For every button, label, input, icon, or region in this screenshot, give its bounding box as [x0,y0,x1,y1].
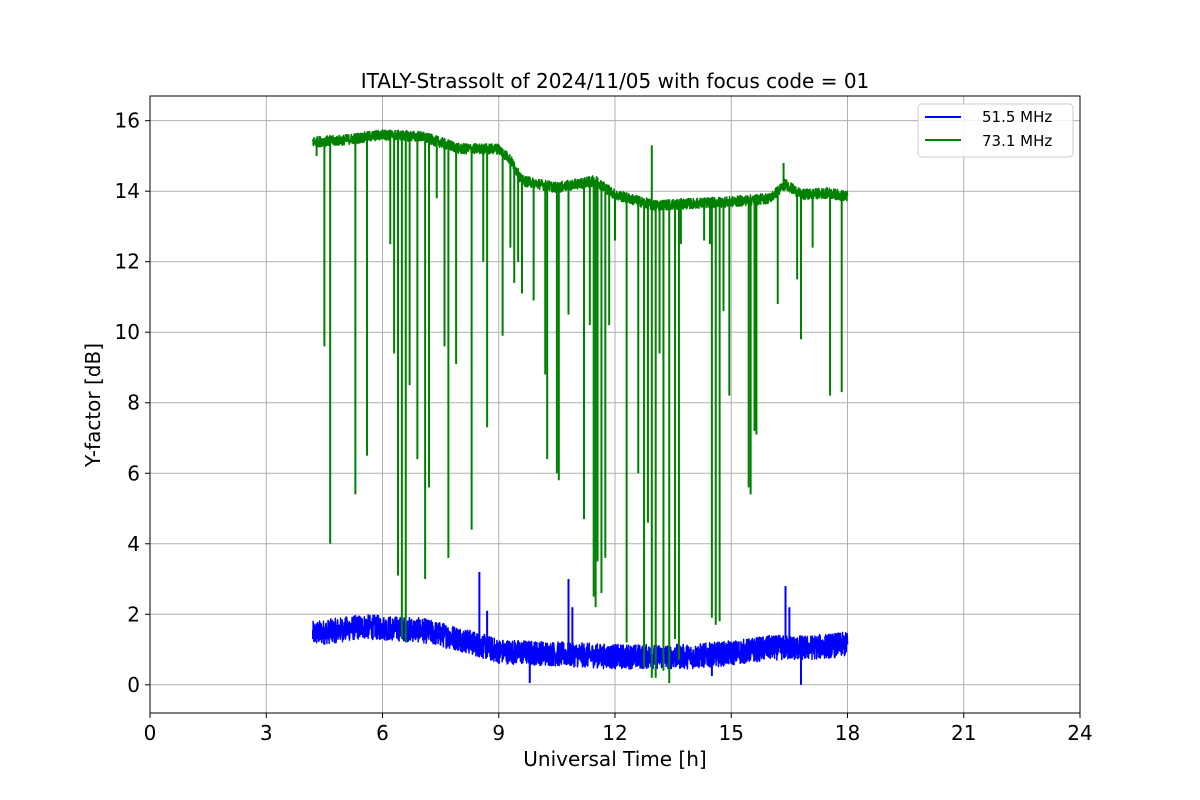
y-tick-label: 8 [127,391,140,415]
x-tick-label: 18 [835,721,860,745]
x-tick-label: 0 [144,721,157,745]
y-tick-label: 0 [127,673,140,697]
y-tick-label: 16 [115,109,140,133]
legend-label-51-5mhz: 51.5 MHz [982,108,1052,126]
series-trace [312,129,849,211]
y-tick-label: 6 [127,461,140,485]
y-axis-label: Y-factor [dB] [81,343,105,468]
y-tick-label: 2 [127,602,140,626]
x-tick-label: 12 [602,721,627,745]
x-tick-label: 6 [376,721,389,745]
x-tick-label: 24 [1067,721,1092,745]
series-group [312,129,849,685]
y-tick-label: 10 [115,320,140,344]
y-tick-label: 4 [127,532,140,556]
x-axis-label: Universal Time [h] [523,747,706,771]
x-tick-label: 9 [492,721,505,745]
x-tick-label: 21 [951,721,976,745]
y-tick-label: 12 [115,250,140,274]
x-tick-label: 15 [719,721,744,745]
chart-title: ITALY-Strassolt of 2024/11/05 with focus… [361,69,870,93]
series-73-1-mhz [312,129,849,684]
series-trace [312,614,849,670]
legend-label-73-1mhz: 73.1 MHz [982,132,1052,150]
series-51-5-mhz [312,571,849,685]
legend: 51.5 MHz 73.1 MHz [917,103,1074,158]
y-tick-label: 14 [115,179,140,203]
x-tick-label: 3 [260,721,273,745]
grid [149,96,1081,713]
